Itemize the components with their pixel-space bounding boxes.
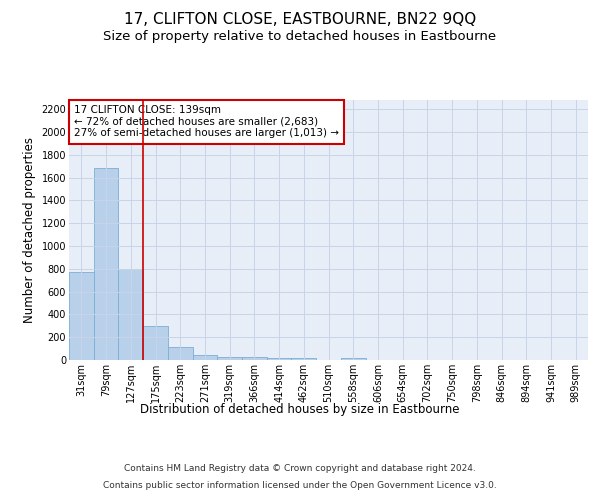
Bar bbox=[168, 348, 193, 360]
Bar bbox=[69, 272, 94, 360]
Bar bbox=[118, 269, 143, 360]
Bar bbox=[217, 357, 242, 360]
Text: 17 CLIFTON CLOSE: 139sqm
← 72% of detached houses are smaller (2,683)
27% of sem: 17 CLIFTON CLOSE: 139sqm ← 72% of detach… bbox=[74, 105, 339, 138]
Bar bbox=[341, 358, 365, 360]
Text: Contains HM Land Registry data © Crown copyright and database right 2024.: Contains HM Land Registry data © Crown c… bbox=[124, 464, 476, 473]
Bar bbox=[267, 358, 292, 360]
Text: Contains public sector information licensed under the Open Government Licence v3: Contains public sector information licen… bbox=[103, 481, 497, 490]
Bar bbox=[143, 326, 168, 360]
Bar bbox=[242, 358, 267, 360]
Bar bbox=[292, 358, 316, 360]
Y-axis label: Number of detached properties: Number of detached properties bbox=[23, 137, 36, 323]
Text: Distribution of detached houses by size in Eastbourne: Distribution of detached houses by size … bbox=[140, 402, 460, 415]
Bar bbox=[94, 168, 118, 360]
Text: Size of property relative to detached houses in Eastbourne: Size of property relative to detached ho… bbox=[103, 30, 497, 43]
Text: 17, CLIFTON CLOSE, EASTBOURNE, BN22 9QQ: 17, CLIFTON CLOSE, EASTBOURNE, BN22 9QQ bbox=[124, 12, 476, 28]
Bar bbox=[193, 356, 217, 360]
